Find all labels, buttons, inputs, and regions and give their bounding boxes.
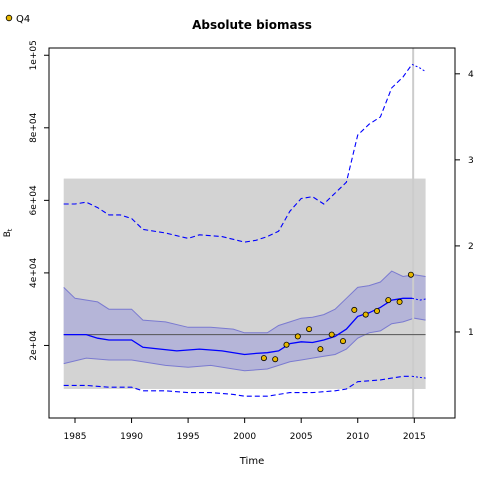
prediction-dotted-line-6 bbox=[411, 63, 426, 73]
y-axis-label-subscript: t bbox=[7, 228, 14, 231]
legend: Q4 bbox=[5, 14, 30, 25]
biomass-estimate-line bbox=[63, 297, 412, 356]
x-tick-label: 2010 bbox=[346, 432, 369, 442]
q4-point bbox=[272, 356, 279, 363]
series-line-layer bbox=[63, 48, 426, 418]
x-axis-label: Time bbox=[239, 456, 264, 467]
legend-marker-q4 bbox=[5, 14, 13, 22]
confidence-band-upper-edge bbox=[63, 270, 426, 334]
y-tick-label: 2e+04 bbox=[29, 330, 39, 361]
q4-point bbox=[328, 331, 335, 338]
y-tick-label: 1e+05 bbox=[29, 40, 39, 70]
confidence-band bbox=[63, 271, 426, 371]
q4-point bbox=[396, 298, 403, 305]
q4-point bbox=[294, 333, 301, 340]
x-tick-label: 2005 bbox=[290, 432, 313, 442]
y-right-tick-label: 2 bbox=[468, 242, 474, 252]
chart-title: Absolute biomass bbox=[192, 18, 312, 32]
axes: 1985 1990 1995 2000 2005 2010 2015 2e+04 4e+04 6e… bbox=[29, 40, 474, 442]
legend-label-q4: Q4 bbox=[16, 14, 30, 25]
q4-point bbox=[317, 346, 324, 353]
y-tick-label: 4e+04 bbox=[29, 258, 39, 289]
y-tick-label: 6e+04 bbox=[29, 185, 39, 216]
x-tick-label: 2000 bbox=[233, 432, 256, 442]
y-tick-label: 8e+04 bbox=[29, 112, 39, 143]
q4-point bbox=[283, 341, 290, 348]
x-tick-label: 1995 bbox=[177, 432, 200, 442]
plot-frame bbox=[48, 47, 456, 419]
x-tick-label: 1990 bbox=[120, 432, 143, 442]
q4-point bbox=[385, 297, 392, 304]
q4-point bbox=[306, 326, 313, 333]
confidence-band-layer bbox=[63, 270, 426, 372]
q4-point bbox=[362, 311, 369, 318]
y-right-tick-label: 4 bbox=[468, 70, 474, 80]
q4-point bbox=[373, 307, 380, 314]
y-right-tick-label: 1 bbox=[468, 328, 474, 338]
q4-point bbox=[351, 306, 358, 313]
x-tick-label: 2015 bbox=[403, 432, 426, 442]
y-axis-label-main: B bbox=[3, 231, 13, 237]
q4-point bbox=[260, 355, 267, 362]
q4-point bbox=[339, 338, 346, 345]
q4-points-layer bbox=[260, 271, 414, 363]
confidence-band-lower-edge bbox=[63, 317, 426, 372]
y-right-tick-label: 3 bbox=[468, 156, 474, 166]
x-tick-label: 1985 bbox=[64, 432, 87, 442]
y-axis-label: Bt bbox=[3, 228, 14, 237]
ci-dashed-line-5 bbox=[63, 63, 413, 243]
svg-text:Bt: Bt bbox=[3, 228, 14, 237]
ci-dashed-line-7 bbox=[63, 375, 412, 397]
q4-point bbox=[407, 271, 414, 278]
prediction-dotted-line-2 bbox=[411, 297, 426, 301]
